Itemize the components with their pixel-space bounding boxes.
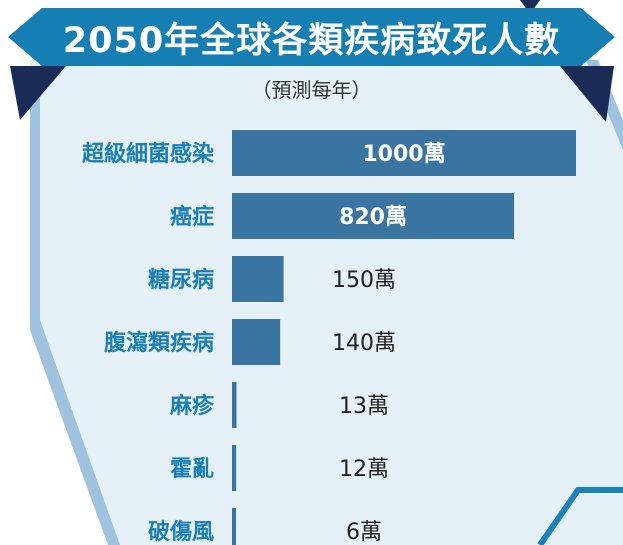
dark-triangle-left [10,66,66,120]
value-label: 12萬 [339,457,389,482]
value-label: 6萬 [346,520,382,545]
background-panel [30,60,623,545]
bar [232,319,281,365]
bar [232,508,236,545]
bar [232,382,237,428]
title-banner: 2050年全球各類疾病致死人數 [8,8,615,66]
category-label: 破傷風 [148,519,214,545]
category-label: 霍亂 [170,456,214,482]
category-label: 腹瀉類疾病 [104,330,214,356]
category-label: 超級細菌感染 [82,141,214,167]
bar [232,445,237,491]
category-label: 麻疹 [169,393,215,419]
bar [232,130,576,176]
decor-parallelogram-bottom-right [537,487,623,545]
value-label: 820萬 [339,205,407,230]
bar [232,256,284,302]
value-label: 1000萬 [362,142,445,167]
bar [232,193,515,239]
chart-title: 2050年全球各類疾病致死人數 [62,20,561,61]
category-label: 糖尿病 [148,267,214,293]
value-label: 150萬 [332,268,396,293]
category-label: 癌症 [170,204,214,230]
value-label: 140萬 [332,331,396,356]
value-label: 13萬 [339,394,389,419]
dark-triangle-right [560,66,614,122]
frame-light-left [30,70,120,545]
decor-triangle-top-right [520,0,540,14]
chart-subtitle: （預測每年） [251,78,372,102]
